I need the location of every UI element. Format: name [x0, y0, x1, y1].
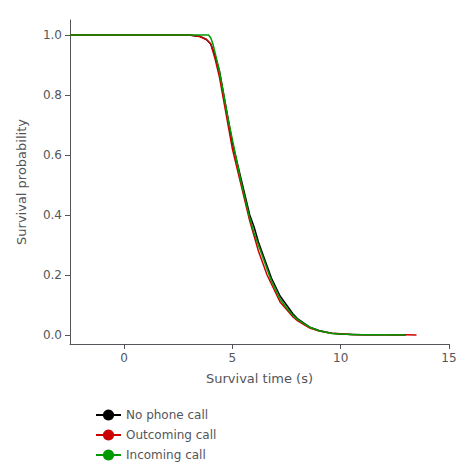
svg-text:0.8: 0.8	[43, 88, 62, 102]
svg-text:5: 5	[229, 351, 237, 365]
svg-text:Incoming call: Incoming call	[126, 448, 206, 462]
svg-text:Outcoming call: Outcoming call	[126, 428, 216, 442]
svg-text:Survival probability: Survival probability	[14, 119, 29, 245]
svg-text:0.0: 0.0	[43, 328, 62, 342]
svg-text:0.2: 0.2	[43, 268, 62, 282]
svg-text:0: 0	[120, 351, 128, 365]
svg-text:15: 15	[441, 351, 456, 365]
svg-text:0.4: 0.4	[43, 208, 62, 222]
svg-text:10: 10	[333, 351, 348, 365]
svg-text:No phone call: No phone call	[126, 408, 208, 422]
svg-text:Survival time (s): Survival time (s)	[206, 371, 313, 386]
svg-text:0.6: 0.6	[43, 148, 62, 162]
svg-text:1.0: 1.0	[43, 28, 62, 42]
